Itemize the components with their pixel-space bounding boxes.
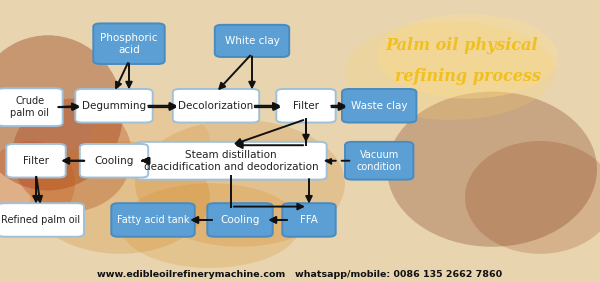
Ellipse shape: [387, 92, 597, 247]
FancyBboxPatch shape: [283, 203, 336, 237]
Text: Waste clay: Waste clay: [351, 101, 407, 111]
FancyBboxPatch shape: [0, 203, 84, 237]
Ellipse shape: [0, 141, 75, 226]
Text: Cooling: Cooling: [220, 215, 260, 225]
Text: Filter: Filter: [293, 101, 319, 111]
Ellipse shape: [90, 106, 210, 176]
Text: Decolorization: Decolorization: [178, 101, 254, 111]
FancyBboxPatch shape: [342, 89, 416, 122]
Text: Crude
palm oil: Crude palm oil: [11, 96, 49, 118]
Ellipse shape: [345, 21, 555, 120]
Text: Filter: Filter: [23, 156, 49, 166]
Text: Phosphoric
acid: Phosphoric acid: [100, 33, 158, 54]
Ellipse shape: [30, 141, 210, 254]
Ellipse shape: [12, 99, 132, 212]
FancyBboxPatch shape: [215, 25, 289, 57]
Text: refining process: refining process: [395, 68, 541, 85]
FancyBboxPatch shape: [93, 23, 164, 64]
FancyBboxPatch shape: [80, 144, 148, 178]
Text: Degumming: Degumming: [82, 101, 146, 111]
Text: www.edibleoilrefinerymachine.com   whatsapp/mobile: 0086 135 2662 7860: www.edibleoilrefinerymachine.com whatsap…: [97, 270, 503, 279]
FancyBboxPatch shape: [6, 144, 66, 178]
Text: Refined palm oil: Refined palm oil: [1, 215, 80, 225]
Ellipse shape: [120, 183, 300, 268]
Text: White clay: White clay: [224, 36, 280, 46]
FancyBboxPatch shape: [0, 88, 63, 126]
FancyBboxPatch shape: [173, 89, 259, 122]
FancyBboxPatch shape: [277, 89, 336, 122]
FancyBboxPatch shape: [76, 89, 152, 122]
Text: Steam distillation
deacidification and deodorization: Steam distillation deacidification and d…: [143, 150, 319, 171]
Ellipse shape: [135, 120, 345, 247]
Text: Cooling: Cooling: [94, 156, 134, 166]
Ellipse shape: [0, 35, 123, 190]
Text: FFA: FFA: [300, 215, 318, 225]
FancyBboxPatch shape: [112, 203, 195, 237]
FancyBboxPatch shape: [208, 203, 272, 237]
Text: Fatty acid tank: Fatty acid tank: [117, 215, 189, 225]
Ellipse shape: [378, 14, 558, 99]
Text: Vacuum
condition: Vacuum condition: [356, 150, 402, 171]
Ellipse shape: [465, 141, 600, 254]
FancyBboxPatch shape: [345, 142, 413, 180]
Text: Palm oil physical: Palm oil physical: [386, 37, 538, 54]
FancyBboxPatch shape: [136, 142, 326, 180]
